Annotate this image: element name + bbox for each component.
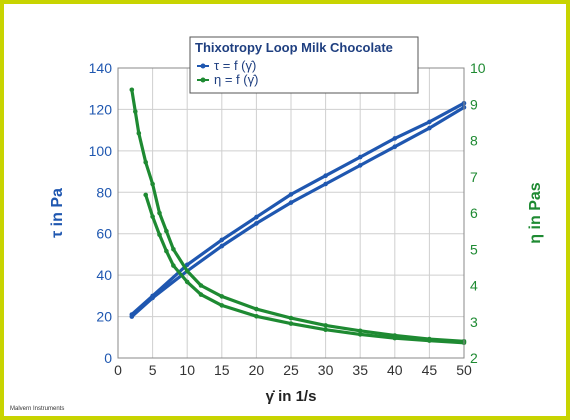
y-tick-label-right: 5 xyxy=(470,241,478,257)
y-tick-label-right: 9 xyxy=(470,96,478,112)
y-axis-title-left: τ in Pa xyxy=(49,188,66,238)
x-tick-label: 25 xyxy=(283,362,299,378)
data-point-eta xyxy=(254,314,259,319)
data-point-tau xyxy=(288,192,294,197)
y-tick-label-right: 6 xyxy=(470,205,478,221)
data-point-eta xyxy=(157,232,162,238)
data-point-eta xyxy=(129,87,135,93)
legend: Thixotropy Loop Milk Chocolate τ = f (γ̇… xyxy=(189,36,419,94)
data-point-eta xyxy=(288,321,294,326)
data-point-eta xyxy=(288,315,294,321)
data-point-tau xyxy=(427,119,432,125)
legend-box xyxy=(189,36,419,94)
data-point-tau xyxy=(392,144,398,149)
data-point-tau xyxy=(427,125,432,131)
y-tick-label-left: 100 xyxy=(89,143,113,159)
x-axis-title: γ̇ in 1/s xyxy=(266,388,317,405)
data-point-eta xyxy=(171,263,176,268)
footnote: Malvern Instruments xyxy=(10,406,64,412)
x-tick-label: 0 xyxy=(114,362,122,378)
data-point-tau xyxy=(254,221,259,226)
y-tick-label-left: 0 xyxy=(104,350,112,366)
data-point-eta xyxy=(164,248,169,254)
data-point-tau xyxy=(129,314,135,319)
series-line-eta-branch-1 xyxy=(130,89,465,343)
data-point-eta xyxy=(171,247,176,252)
data-point-eta xyxy=(357,332,363,337)
data-point-eta xyxy=(150,181,155,187)
data-point-eta xyxy=(164,228,169,234)
x-tick-label: 10 xyxy=(179,362,195,378)
data-point-eta xyxy=(184,268,190,274)
data-point-eta xyxy=(427,338,432,343)
data-point-tau xyxy=(254,214,259,220)
data-point-eta xyxy=(143,192,148,198)
data-point-eta xyxy=(254,306,259,312)
data-point-tau xyxy=(184,262,190,268)
data-point-eta xyxy=(133,109,138,114)
y-tick-label-right: 3 xyxy=(470,314,478,330)
legend-marker-eta xyxy=(200,77,206,83)
data-point-tau xyxy=(392,136,398,141)
x-tick-label: 45 xyxy=(422,362,438,378)
y-tick-label-left: 40 xyxy=(96,267,112,283)
data-point-eta xyxy=(323,327,328,333)
x-tick-label: 15 xyxy=(214,362,230,378)
x-tick-label: 5 xyxy=(149,362,157,378)
data-point-eta xyxy=(357,328,363,334)
data-point-eta xyxy=(323,323,328,328)
data-point-tau xyxy=(323,181,328,187)
y-tick-label-left: 20 xyxy=(96,309,112,325)
y-tick-label-right: 8 xyxy=(470,133,478,149)
data-point-tau xyxy=(357,163,363,168)
data-point-eta xyxy=(392,335,398,341)
legend-label-tau: τ = f (γ̇) xyxy=(214,58,256,73)
x-tick-label: 30 xyxy=(318,362,334,378)
chart-title: Thixotropy Loop Milk Chocolate xyxy=(195,40,393,55)
data-point-tau xyxy=(219,237,225,243)
data-point-tau xyxy=(150,295,155,301)
data-point-eta xyxy=(198,283,204,288)
data-point-eta xyxy=(136,131,142,136)
legend-label-eta: η = f (γ̇) xyxy=(214,72,258,87)
y-tick-label-left: 140 xyxy=(89,60,113,76)
data-point-eta xyxy=(219,303,225,308)
x-tick-label: 40 xyxy=(387,362,403,378)
y-tick-label-right: 10 xyxy=(470,60,486,76)
y-tick-label-left: 80 xyxy=(96,184,112,200)
y-tick-label-right: 2 xyxy=(470,350,478,366)
data-point-eta xyxy=(143,160,148,165)
legend-marker-tau xyxy=(200,63,206,69)
y-tick-label-right: 4 xyxy=(470,278,478,294)
data-point-eta xyxy=(150,214,155,219)
y-axis-title-right: η in Pas xyxy=(527,182,544,243)
data-point-eta xyxy=(157,210,162,216)
tick-labels: 0 5 10 15 20 25 30 35 40 45 5002040608010012014023… xyxy=(89,60,486,378)
x-tick-label: 20 xyxy=(249,362,265,378)
series-layer xyxy=(129,87,467,346)
data-point-eta xyxy=(219,294,225,299)
data-point-tau xyxy=(288,200,294,205)
data-point-eta xyxy=(184,279,190,285)
data-point-eta xyxy=(198,292,204,297)
data-point-tau xyxy=(323,173,328,178)
y-tick-label-right: 7 xyxy=(470,169,478,185)
data-point-tau xyxy=(357,154,363,160)
data-point-tau xyxy=(219,243,225,249)
x-tick-label: 50 xyxy=(456,362,472,378)
x-tick-label: 35 xyxy=(352,362,368,378)
y-tick-label-left: 120 xyxy=(89,101,113,117)
y-tick-label-left: 60 xyxy=(96,226,112,242)
